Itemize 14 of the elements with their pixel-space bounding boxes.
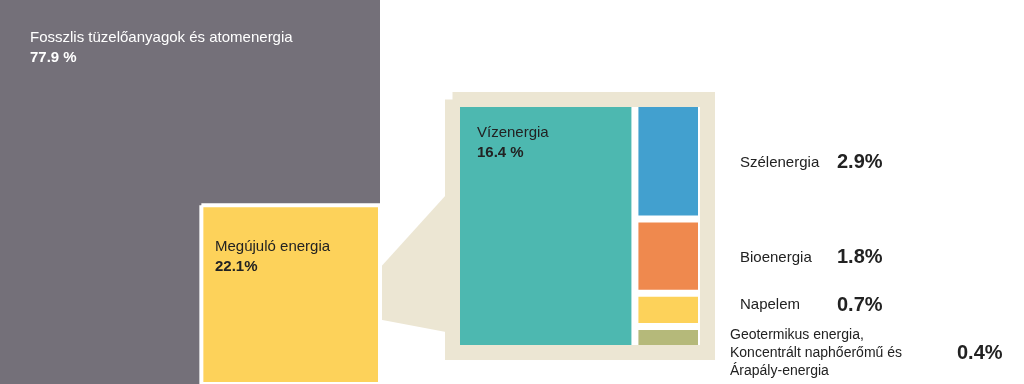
- data-label: 0.7%: [837, 293, 883, 315]
- category-label: Vízenergia: [477, 123, 550, 140]
- data-label: 1.8%: [837, 245, 883, 267]
- category-label: Megújuló energia: [215, 237, 331, 254]
- category-label: Fosszlis tüzelőanyagok és atomenergia: [30, 28, 294, 45]
- category-label: Bioenergia: [740, 248, 813, 265]
- category-label: Geotermikus energia, Koncentrált naphőerőmű és Árapály-energia: [730, 326, 902, 379]
- category-label: Napelem: [740, 295, 801, 312]
- data-label: 77.9 %: [30, 47, 77, 65]
- data-label: 16.4 %: [477, 142, 524, 160]
- data-label: 22.1%: [215, 256, 258, 274]
- category-label: Szélenergia: [740, 153, 820, 170]
- data-label: 2.9%: [837, 150, 883, 172]
- data-label: 0.4%: [957, 341, 1003, 363]
